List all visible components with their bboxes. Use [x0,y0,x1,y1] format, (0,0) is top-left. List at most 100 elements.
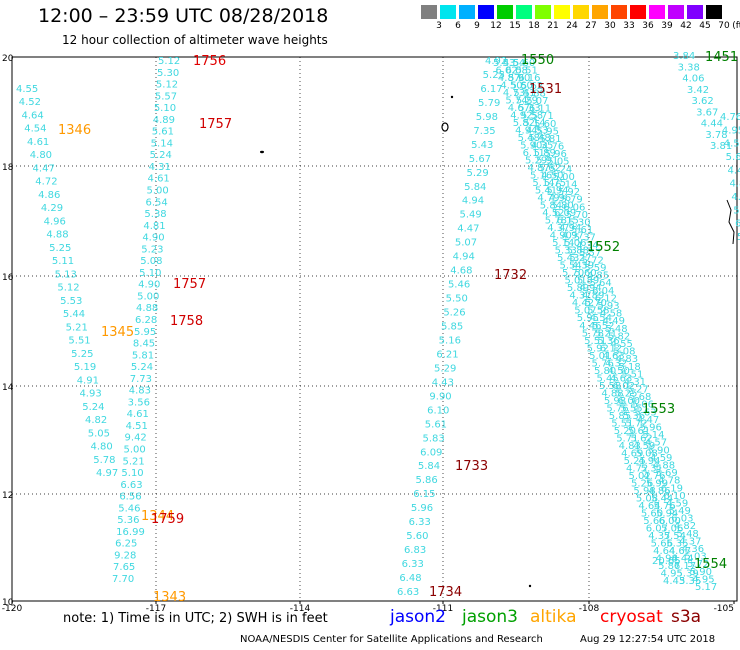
track-value-mark: 4.76 [643,471,665,482]
track-value-mark: 6.07 [735,219,740,230]
track-value-mark: 5.68 [629,392,651,403]
track-value-mark: 5.60 [574,268,596,279]
track-value-mark: 5.60 [641,508,663,519]
track-value-mark: 4.47 [637,415,659,426]
track-value-mark: 5.95 [577,313,599,324]
wave-height-value: 6.10 [427,405,449,416]
legend-swatch [630,5,646,19]
track-value-mark: 4.64 [638,501,660,512]
track-value-mark: 4.50 [608,366,630,377]
wave-height-value: 5.11 [52,256,74,267]
track-value-mark: 4.98 [656,553,678,564]
track-value-mark: 5.60 [513,58,535,69]
track-value-mark: 5.88 [524,88,546,99]
track-value-mark: 4.59 [633,441,655,452]
wave-height-value: 3.42 [687,85,709,96]
track-value-mark: 6.15 [557,216,579,227]
wave-height-value: 9.42 [125,433,147,444]
track-value-mark: 5.08 [636,493,658,504]
wave-height-value: 5.61 [152,127,174,138]
wave-height-value: 5.23 [141,244,163,255]
pass-time-label: 1552 [587,240,620,255]
track-value-mark: 5.48 [529,133,551,144]
track-value-mark: 4.94 [559,223,581,234]
wave-height-value: 5.26 [443,308,465,319]
y-tick-label: 12 [2,491,13,501]
wave-height-value: 7.70 [112,574,134,585]
track-value-mark: 5.24 [550,164,572,175]
legend-tick: 18 [528,21,540,31]
wave-height-value: 6.48 [399,573,421,584]
track-value-mark: 5.60 [534,119,556,130]
track-value-mark: 5.74 [505,96,527,107]
wave-height-value: 16.99 [116,527,145,538]
legend-tick: 24 [566,21,578,31]
track-value-mark: 5.75 [544,178,566,189]
wave-height-value: 5.07 [455,238,477,249]
wave-height-value: 20.65 [652,556,681,567]
track-value-mark: 5.41 [535,186,557,197]
wave-height-value: 4.61 [148,174,170,185]
track-value-mark: 4.92 [510,111,532,122]
track-value-mark: 5.06 [632,400,654,411]
wave-height-value: 4.88 [46,230,68,241]
wave-height-value: 6.33 [409,517,431,528]
track-value-mark: 4.97 [562,231,584,242]
track-value-mark: 5.62 [631,433,653,444]
track-value-mark: 5.17 [695,582,717,593]
mission-label-jason3: jason3 [462,607,518,627]
legend-tick: 3 [436,21,442,31]
track-value-mark: 5.48 [605,324,627,335]
track-value-mark: 6.00 [659,516,681,527]
y-tick-label: 16 [2,273,14,283]
wave-height-value: 5.85 [441,322,463,333]
wave-height-value: 4.55 [16,84,38,95]
track-value-mark: 5.66 [651,538,673,549]
track-value-mark: 5.85 [609,411,631,422]
wave-height-value: 5.50 [446,294,468,305]
wave-height-value: 4.47 [33,163,55,174]
timestamp-text: Aug 29 12:27:54 UTC 2018 [580,634,716,645]
x-tick-label: -120 [2,604,23,614]
track-value-mark: 5.54 [560,261,582,272]
track-value-mark: 5.07 [526,96,548,107]
wave-height-value: 5.53 [60,296,82,307]
wave-height-value: 5.29 [434,363,456,374]
track-value-mark: 5.90 [648,445,670,456]
track-value-mark: 5.35 [679,576,701,587]
track-value-mark: 5.76 [606,403,628,414]
track-value-mark: 5.31 [641,463,663,474]
wave-height-value: 6.83 [404,545,426,556]
wave-height-value: 4.90 [142,233,164,244]
wave-height-value: 6.09 [420,447,442,458]
track-value-mark: 5.03 [684,552,706,563]
mission-label-s3a: s3a [671,607,702,627]
legend-tick: 27 [585,21,597,31]
track-value-mark: 5.62 [539,163,561,174]
track-value-mark: 5.89 [577,276,599,287]
track-value-mark: 5.48 [677,529,699,540]
track-value-mark: 4.53 [724,139,740,150]
track-value-mark: 4.87 [498,73,520,84]
pass-time-label: 1732 [494,268,527,283]
track-value-mark: 4.94 [515,126,537,137]
track-value-mark: 5.33 [518,103,540,114]
track-value-mark: 6.10 [663,491,685,502]
legend-swatch [649,5,665,19]
track-value-mark: 5.76 [592,358,614,369]
wave-height-value: 4.80 [90,442,112,453]
track-value-mark: 4.85 [587,271,609,282]
pass-time-label: 1344 [141,509,174,524]
pass-time-label: 1758 [170,314,203,329]
track-value-mark: 4.37 [547,223,569,234]
wave-height-value: 5.08 [140,256,162,267]
track-value-mark: 5.69 [655,468,677,479]
track-value-mark: 5.45 [596,373,618,384]
wave-height-value: 5.10 [139,268,161,279]
track-value-mark: 5.85 [733,205,740,216]
legend-tick: 42 [680,21,692,31]
track-value-mark: 5.78 [545,216,567,227]
wave-height-value: 3.38 [678,62,700,73]
track-value-mark: 4.94 [580,283,602,294]
track-value-mark: 5.06 [564,238,586,249]
